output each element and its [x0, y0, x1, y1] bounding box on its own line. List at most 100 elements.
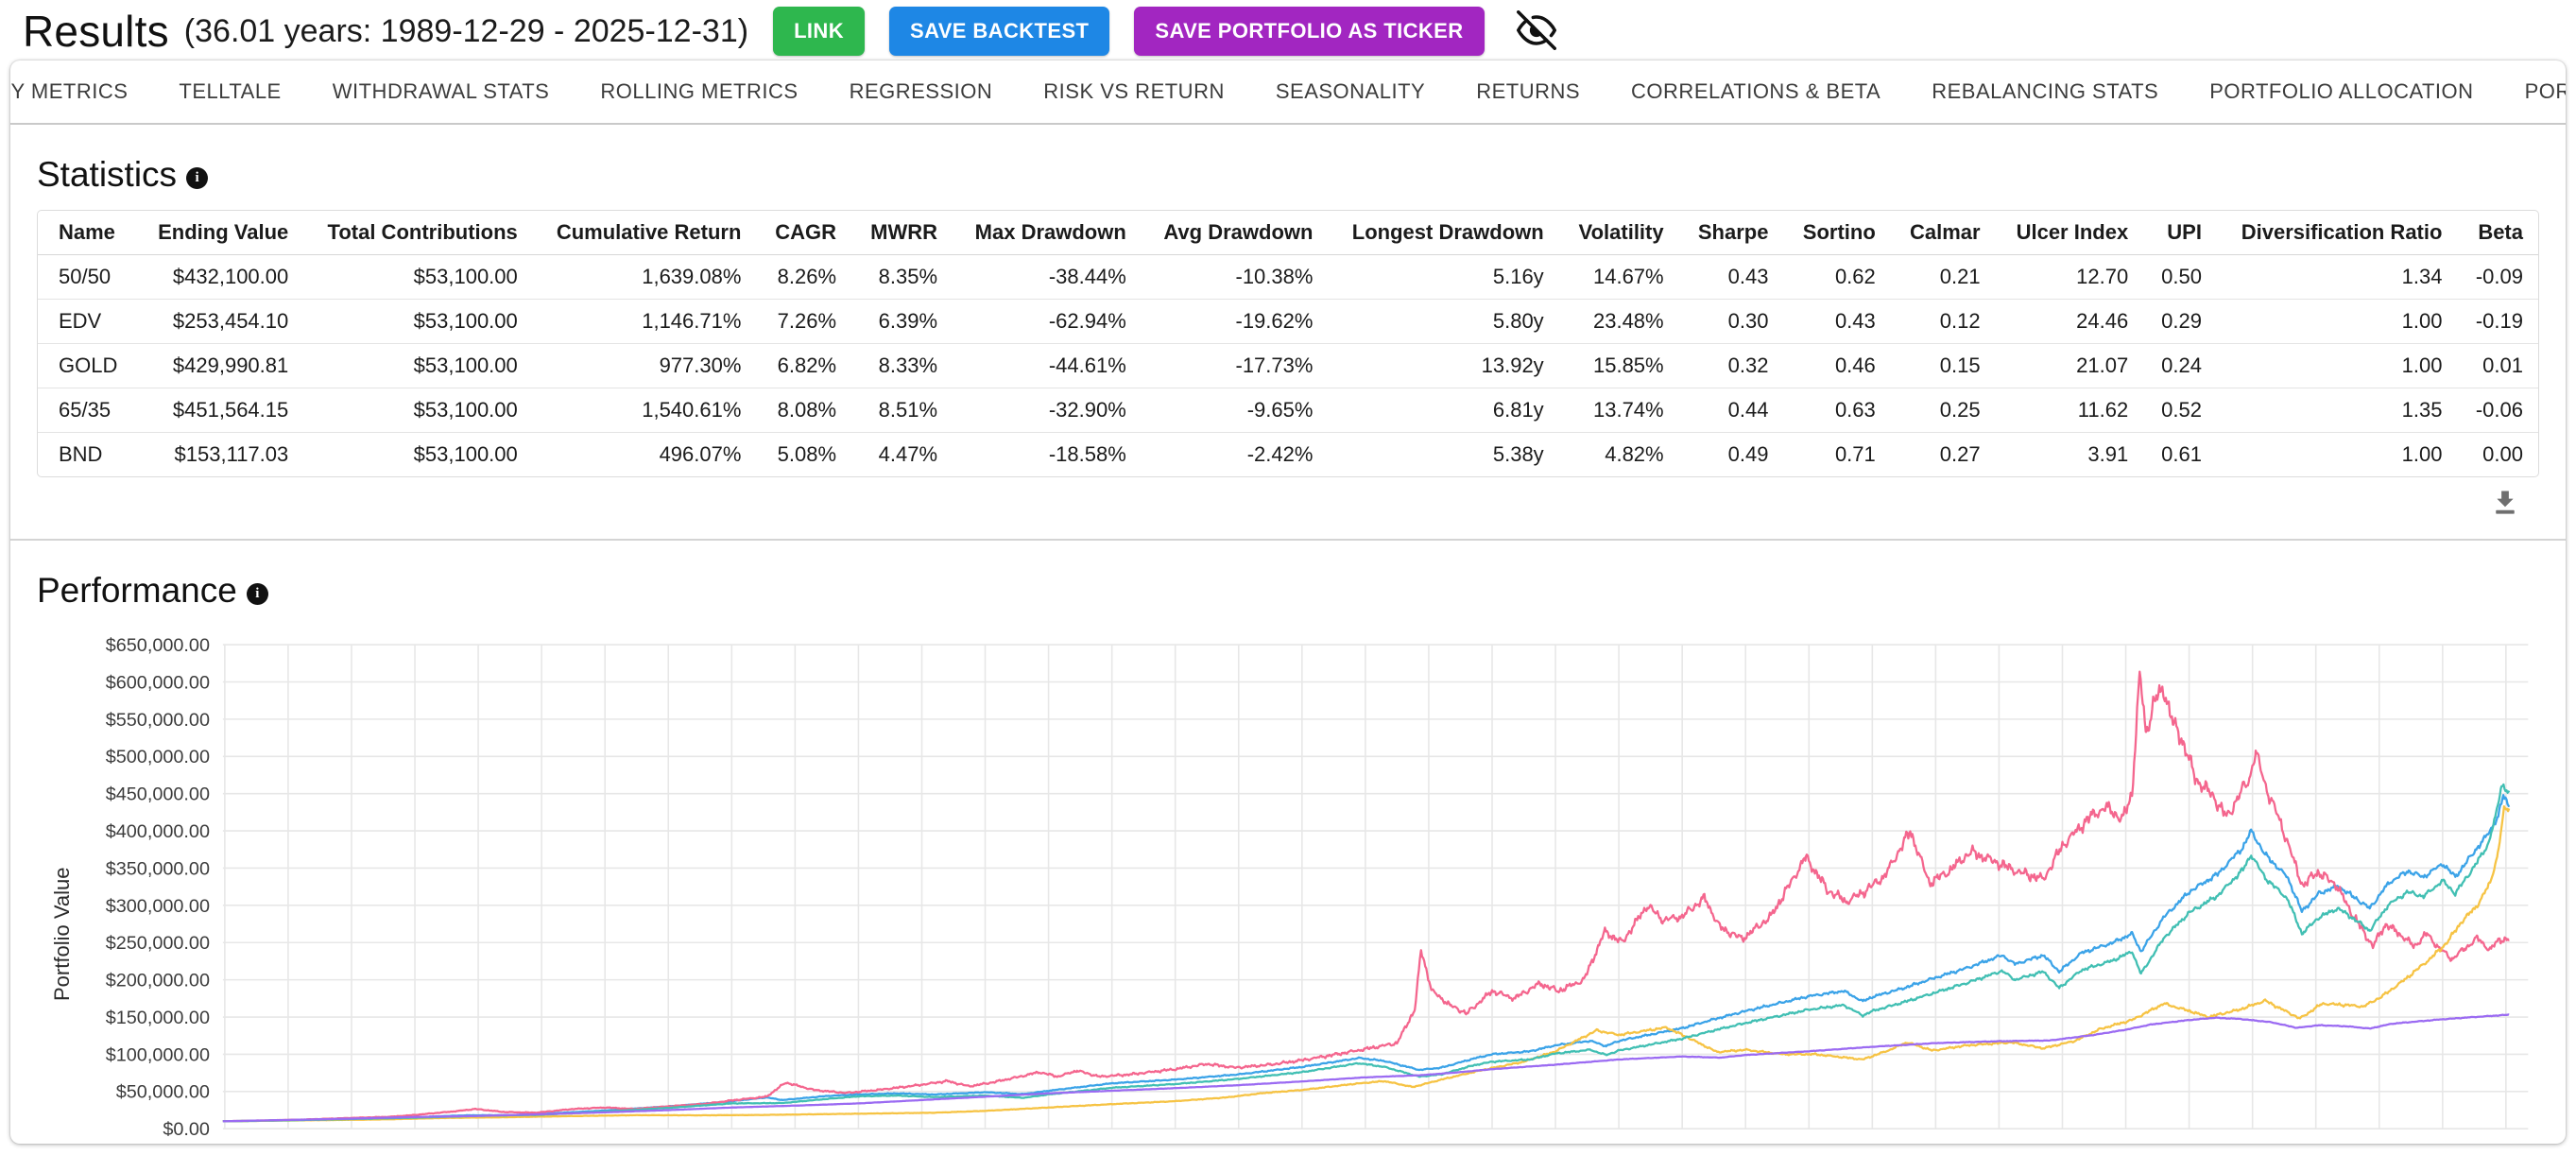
- x-tick-label: 2022: [2231, 1143, 2273, 1144]
- tab-bar: SUMMARYMETRICSMY METRICSTELLTALEWITHDRAW…: [10, 60, 2566, 125]
- table-cell: 1.00: [2216, 299, 2458, 344]
- table-cell: 1,639.08%: [532, 254, 757, 300]
- x-tick-label: 2019: [2041, 1143, 2083, 1144]
- table-cell: 11.62: [1995, 388, 2144, 433]
- tab-my-metrics[interactable]: MY METRICS: [10, 60, 153, 123]
- table-cell: EDV: [38, 299, 137, 344]
- series-line-gold: [222, 805, 2511, 1123]
- x-tick-label: 2013: [1661, 1143, 1703, 1144]
- table-cell: 0.43: [1678, 254, 1784, 300]
- table-cell: $53,100.00: [303, 254, 533, 300]
- x-tick-label: 1998: [711, 1143, 752, 1144]
- y-tick-label: $350,000.00: [105, 858, 209, 879]
- y-tick-label: $550,000.00: [105, 710, 209, 731]
- column-header: Calmar: [1890, 211, 1996, 255]
- table-cell: 0.71: [1834, 442, 1876, 466]
- table-cell: 8.26%: [756, 254, 852, 300]
- tab-risk-vs-return[interactable]: RISK VS RETURN: [1018, 60, 1250, 123]
- table-cell: 0.32: [1678, 343, 1784, 388]
- table-cell: -0.09: [2457, 254, 2538, 300]
- tab-seasonality[interactable]: SEASONALITY: [1250, 60, 1451, 123]
- table-cell: 5.80y: [1328, 299, 1559, 344]
- table-cell: 5.08%: [777, 442, 837, 466]
- performance-chart-area: Portfolio Value $0.00 $50,000.00 $100,000.…: [37, 626, 2539, 1144]
- y-tick-label: $200,000.00: [105, 971, 209, 991]
- table-cell: -18.58%: [1048, 442, 1126, 466]
- statistics-section: Statistics i Name Ending Value Total Contr…: [10, 125, 2566, 535]
- table-cell: 1.34: [2216, 254, 2458, 300]
- link-button[interactable]: LINK: [773, 7, 865, 56]
- table-cell: 0.43: [1783, 299, 1891, 344]
- table-row: 50/50 $432,100.00 $53,100.00 1,639.08% 8.26%…: [38, 254, 2538, 300]
- table-row: EDV $253,454.10 $53,100.00 1,146.71% 7.26% 6.…: [38, 299, 2538, 344]
- table-cell: -17.73%: [1141, 343, 1329, 388]
- table-cell: 0.63: [1783, 388, 1891, 433]
- y-tick-label: $0.00: [163, 1119, 210, 1140]
- table-cell: 0.49: [1727, 442, 1769, 466]
- info-icon[interactable]: i: [246, 582, 268, 605]
- table-cell: 13.74%: [1558, 388, 1679, 433]
- page-title: Results: [23, 7, 169, 56]
- y-tick-label: $50,000.00: [115, 1082, 209, 1103]
- table-cell: 8.33%: [851, 343, 953, 388]
- table-cell: -62.94%: [953, 299, 1142, 344]
- column-header: Ulcer Index: [1995, 211, 2144, 255]
- table-cell: 23.48%: [1558, 299, 1679, 344]
- tab-portfolio-allocation[interactable]: PORTFOLIO ALLOCATION: [2184, 60, 2499, 123]
- table-cell: 3.91: [2087, 442, 2129, 466]
- section-divider: [10, 539, 2566, 541]
- table-cell: 1.00: [2401, 442, 2443, 466]
- table-cell: 0.15: [1890, 343, 1996, 388]
- table-row: GOLD $429,990.81 $53,100.00 977.30% 6.82% 8.3…: [38, 343, 2538, 388]
- table-cell: 1.00: [2216, 343, 2458, 388]
- table-cell: 977.30%: [532, 343, 757, 388]
- tab-returns[interactable]: RETURNS: [1451, 60, 1606, 123]
- tab-rebalancing-stats[interactable]: REBALANCING STATS: [1906, 60, 2184, 123]
- column-header: CAGR: [756, 211, 852, 255]
- table-cell: -32.90%: [953, 388, 1142, 433]
- x-tick-label: 2011: [1535, 1143, 1575, 1144]
- table-cell: 0.00: [2482, 442, 2523, 466]
- series-line-edv: [222, 670, 2510, 1123]
- x-tick-label: 2003: [1027, 1143, 1069, 1144]
- table-cell: $53,100.00: [303, 299, 533, 344]
- x-tick-label: 2009: [1408, 1143, 1450, 1144]
- table-cell: 0.52: [2143, 388, 2217, 433]
- table-cell: 0.50: [2143, 254, 2217, 300]
- x-tick-label: 1995: [521, 1143, 562, 1144]
- download-table-button[interactable]: [2488, 487, 2522, 524]
- table-cell: 6.81y: [1328, 388, 1559, 433]
- info-icon[interactable]: i: [186, 166, 209, 189]
- table-cell: 4.82%: [1605, 442, 1664, 466]
- x-tick-label: 1997: [647, 1143, 689, 1144]
- table-cell: -19.62%: [1141, 299, 1329, 344]
- table-cell: 21.07: [1995, 343, 2144, 388]
- tab-telltale[interactable]: TELLTALE: [153, 60, 306, 123]
- x-tick-label: 2012: [1598, 1143, 1640, 1144]
- tab-regression[interactable]: REGRESSION: [824, 60, 1019, 123]
- x-tick-label: 2005: [1154, 1143, 1195, 1144]
- table-cell: $253,454.10: [136, 299, 304, 344]
- tab-withdrawal-stats[interactable]: WITHDRAWAL STATS: [307, 60, 575, 123]
- hide-results-button[interactable]: [1516, 9, 1556, 53]
- table-cell: -0.06: [2457, 388, 2538, 433]
- x-tick-label: 2010: [1471, 1143, 1513, 1144]
- y-tick-label: $500,000.00: [105, 747, 209, 767]
- performance-chart[interactable]: $0.00 $50,000.00 $100,000.00 $150,000.00 $20…: [82, 631, 2539, 1144]
- x-tick-label: 1999: [774, 1143, 816, 1144]
- save-backtest-button[interactable]: SAVE BACKTEST: [889, 7, 1110, 56]
- y-tick-label: $100,000.00: [105, 1044, 209, 1065]
- x-tick-label: 1993: [394, 1143, 436, 1144]
- column-header: Sharpe: [1678, 211, 1784, 255]
- table-cell: 13.92y: [1328, 343, 1559, 388]
- table-cell: $429,990.81: [136, 343, 304, 388]
- tab-portfolio-pies[interactable]: PORTFOLIO PIES: [2499, 60, 2566, 123]
- x-tick-label: 1996: [584, 1143, 626, 1144]
- tab-correlations-beta[interactable]: CORRELATIONS & BETA: [1606, 60, 1906, 123]
- x-tick-label: 2000: [837, 1143, 879, 1144]
- eye-off-icon: [1516, 9, 1556, 53]
- tab-rolling-metrics[interactable]: ROLLING METRICS: [575, 60, 823, 123]
- table-cell: 0.25: [1890, 388, 1996, 433]
- table-cell: 0.01: [2457, 343, 2538, 388]
- save-portfolio-as-ticker-button[interactable]: SAVE PORTFOLIO AS TICKER: [1134, 7, 1485, 56]
